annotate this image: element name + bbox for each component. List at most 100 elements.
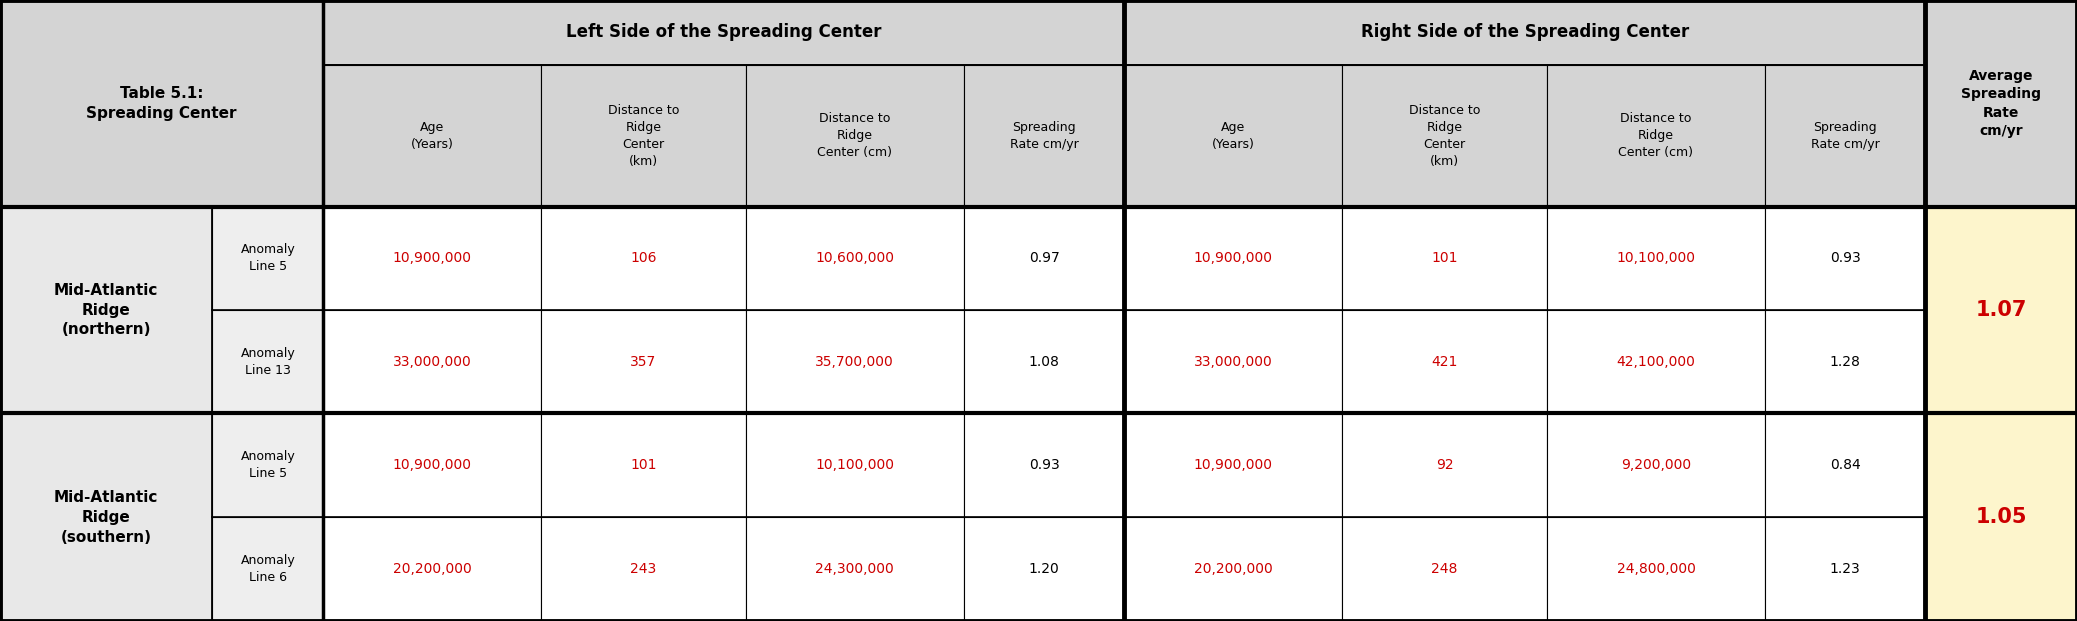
Bar	[1342, 207, 1547, 310]
Bar	[1124, 517, 1342, 621]
Text: Age
(Years): Age (Years)	[411, 120, 453, 151]
Text: Mid-Atlantic
Ridge
(southern): Mid-Atlantic Ridge (southern)	[54, 490, 158, 545]
Bar	[1765, 517, 1925, 621]
Text: 1.28: 1.28	[1830, 355, 1861, 369]
Text: 357: 357	[629, 355, 656, 369]
Text: 0.97: 0.97	[1028, 252, 1059, 265]
Bar	[542, 65, 746, 207]
Bar	[1547, 310, 1765, 414]
Bar	[1124, 0, 1925, 65]
Text: 106: 106	[629, 252, 656, 265]
Bar	[964, 414, 1124, 517]
Text: Distance to
Ridge
Center
(km): Distance to Ridge Center (km)	[609, 104, 679, 168]
Text: Table 5.1:
Spreading Center: Table 5.1: Spreading Center	[87, 86, 237, 120]
Text: 10,900,000: 10,900,000	[393, 458, 471, 472]
Bar	[1547, 517, 1765, 621]
Text: Anomaly
Line 5: Anomaly Line 5	[241, 450, 295, 480]
Text: 20,200,000: 20,200,000	[393, 562, 471, 576]
Text: 24,800,000: 24,800,000	[1616, 562, 1695, 576]
Bar	[1765, 310, 1925, 414]
Bar	[1765, 207, 1925, 310]
Bar	[324, 0, 1124, 65]
Text: Spreading
Rate cm/yr: Spreading Rate cm/yr	[1009, 120, 1078, 151]
Bar	[1547, 207, 1765, 310]
Text: Spreading
Rate cm/yr: Spreading Rate cm/yr	[1811, 120, 1880, 151]
Bar	[746, 414, 964, 517]
Text: Mid-Atlantic
Ridge
(northern): Mid-Atlantic Ridge (northern)	[54, 283, 158, 337]
Bar	[324, 517, 542, 621]
Bar	[542, 517, 746, 621]
Text: 33,000,000: 33,000,000	[1194, 355, 1273, 369]
Bar	[0, 0, 324, 207]
Text: 35,700,000: 35,700,000	[816, 355, 895, 369]
Bar	[1925, 0, 2077, 207]
Text: 10,100,000: 10,100,000	[816, 458, 895, 472]
Bar	[964, 65, 1124, 207]
Bar	[212, 310, 324, 414]
Bar	[1342, 414, 1547, 517]
Text: 10,100,000: 10,100,000	[1616, 252, 1695, 265]
Bar	[1124, 207, 1342, 310]
Text: 1.08: 1.08	[1028, 355, 1059, 369]
Text: Age
(Years): Age (Years)	[1211, 120, 1255, 151]
Bar	[324, 65, 542, 207]
Text: Anomaly
Line 5: Anomaly Line 5	[241, 243, 295, 273]
Text: 243: 243	[629, 562, 656, 576]
Bar	[1124, 65, 1342, 207]
Bar	[964, 207, 1124, 310]
Bar	[212, 414, 324, 517]
Bar	[324, 414, 542, 517]
Text: 0.84: 0.84	[1830, 458, 1861, 472]
Text: 10,900,000: 10,900,000	[393, 252, 471, 265]
Text: 33,000,000: 33,000,000	[393, 355, 471, 369]
Text: 1.05: 1.05	[1975, 507, 2027, 527]
Bar	[1342, 517, 1547, 621]
Text: 421: 421	[1431, 355, 1458, 369]
Text: Anomaly
Line 6: Anomaly Line 6	[241, 554, 295, 584]
Bar	[746, 517, 964, 621]
Bar	[324, 207, 542, 310]
Bar	[1925, 414, 2077, 621]
Text: 9,200,000: 9,200,000	[1620, 458, 1691, 472]
Bar	[964, 517, 1124, 621]
Bar	[1124, 310, 1342, 414]
Text: Left Side of the Spreading Center: Left Side of the Spreading Center	[565, 24, 881, 42]
Bar	[324, 310, 542, 414]
Text: 10,900,000: 10,900,000	[1194, 252, 1273, 265]
Bar	[1342, 65, 1547, 207]
Bar	[1765, 414, 1925, 517]
Text: Distance to
Ridge
Center
(km): Distance to Ridge Center (km)	[1408, 104, 1481, 168]
Bar	[1925, 207, 2077, 414]
Bar	[542, 414, 746, 517]
Bar	[0, 207, 212, 414]
Text: 1.07: 1.07	[1975, 300, 2027, 320]
Text: 0.93: 0.93	[1028, 458, 1059, 472]
Text: Distance to
Ridge
Center (cm): Distance to Ridge Center (cm)	[1618, 112, 1693, 159]
Text: 1.20: 1.20	[1028, 562, 1059, 576]
Bar	[746, 65, 964, 207]
Bar	[964, 310, 1124, 414]
Text: 20,200,000: 20,200,000	[1194, 562, 1273, 576]
Text: 248: 248	[1431, 562, 1458, 576]
Bar	[1547, 414, 1765, 517]
Bar	[212, 207, 324, 310]
Text: 10,600,000: 10,600,000	[816, 252, 895, 265]
Bar	[1547, 65, 1765, 207]
Text: Distance to
Ridge
Center (cm): Distance to Ridge Center (cm)	[818, 112, 893, 159]
Bar	[0, 414, 212, 621]
Text: 10,900,000: 10,900,000	[1194, 458, 1273, 472]
Bar	[1124, 414, 1342, 517]
Bar	[542, 310, 746, 414]
Text: 92: 92	[1435, 458, 1454, 472]
Bar	[1765, 65, 1925, 207]
Text: 101: 101	[629, 458, 656, 472]
Text: 1.23: 1.23	[1830, 562, 1861, 576]
Text: 101: 101	[1431, 252, 1458, 265]
Text: 24,300,000: 24,300,000	[816, 562, 895, 576]
Text: 42,100,000: 42,100,000	[1616, 355, 1695, 369]
Text: 0.93: 0.93	[1830, 252, 1861, 265]
Text: Average
Spreading
Rate
cm/yr: Average Spreading Rate cm/yr	[1961, 69, 2042, 138]
Text: Anomaly
Line 13: Anomaly Line 13	[241, 347, 295, 377]
Text: Right Side of the Spreading Center: Right Side of the Spreading Center	[1360, 24, 1689, 42]
Bar	[212, 517, 324, 621]
